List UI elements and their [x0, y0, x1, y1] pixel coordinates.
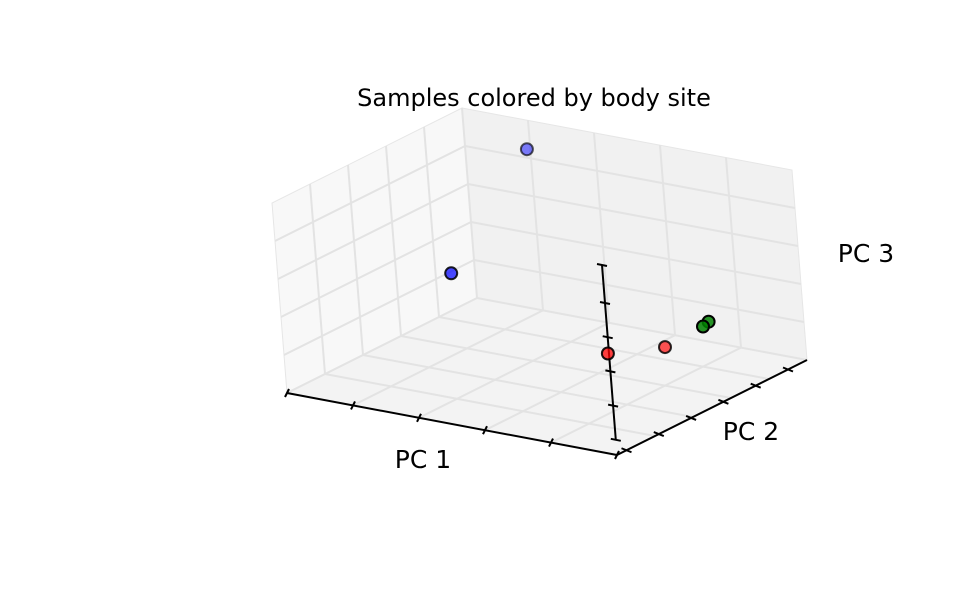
z-tick [599, 301, 611, 305]
grid-line [473, 259, 805, 323]
grid-line [277, 183, 469, 280]
axis-ticks [284, 263, 794, 460]
grid-line [484, 334, 676, 432]
y-tick [653, 431, 665, 438]
pane-edge [461, 107, 478, 299]
grid-line [324, 373, 656, 437]
grid-line [467, 183, 799, 247]
grid-line [423, 126, 440, 318]
grid-line [362, 354, 694, 418]
x-tick [350, 400, 356, 410]
x-tick [548, 438, 554, 448]
data-point [600, 346, 615, 361]
y-tick [718, 398, 729, 405]
data-points [444, 142, 716, 361]
data-point [658, 340, 672, 355]
z-axis-label: PC 3 [838, 239, 894, 268]
y-axis-label: PC 2 [723, 417, 779, 446]
grid-line [550, 346, 742, 444]
pane-edge [286, 297, 478, 394]
pane-edge [476, 297, 808, 361]
grid-line [418, 321, 610, 419]
z-tick [596, 263, 608, 267]
data-point [696, 319, 710, 334]
grid-line [725, 157, 742, 348]
grid-line [274, 145, 466, 242]
x-tick [416, 413, 422, 423]
data-point [519, 142, 534, 157]
chart-title: Samples colored by body site [357, 84, 711, 112]
grid-line [400, 335, 732, 399]
y-tick [685, 415, 697, 421]
grid-line [659, 145, 676, 336]
grid-line [352, 309, 544, 407]
grid-line [527, 120, 544, 311]
grid-line [280, 221, 472, 318]
x-tick [284, 388, 290, 398]
x-axis-label: PC 1 [395, 445, 451, 474]
y-tick [621, 447, 632, 454]
y-tick [782, 366, 794, 373]
grid-line [385, 145, 402, 337]
grid-lines [274, 107, 808, 444]
data-point [444, 266, 459, 281]
z-tick [607, 403, 619, 408]
x-tick [482, 425, 488, 435]
y-tick [750, 382, 762, 389]
z-tick [602, 335, 613, 340]
z-tick [605, 369, 616, 374]
grid-line [309, 183, 326, 375]
grid-line [347, 164, 364, 356]
z-tick [610, 437, 621, 442]
grid-line [470, 221, 802, 285]
grid-line [593, 132, 610, 323]
x-tick [614, 450, 620, 460]
grid-line [283, 259, 475, 356]
y-axis-line [616, 359, 808, 456]
grid-line [464, 145, 796, 209]
x-axis-line [286, 392, 618, 456]
